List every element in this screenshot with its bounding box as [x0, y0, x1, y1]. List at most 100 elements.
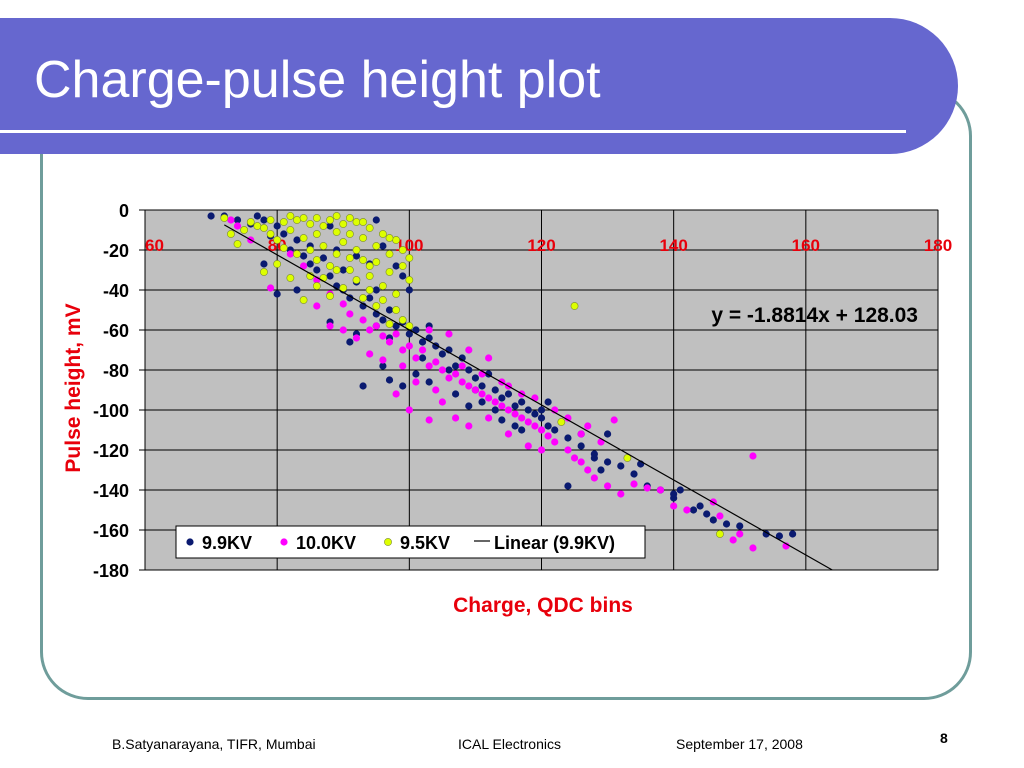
data-point	[709, 516, 717, 524]
data-point	[504, 390, 513, 398]
data-point	[359, 256, 367, 264]
data-point	[603, 430, 612, 438]
data-point	[339, 266, 347, 274]
data-point	[385, 250, 394, 258]
data-point	[603, 458, 612, 466]
data-point	[412, 354, 420, 362]
data-point	[352, 252, 361, 260]
data-point	[405, 406, 413, 414]
data-point	[326, 322, 334, 330]
legend-label: 9.9KV	[202, 533, 252, 553]
y-tick-label: -60	[103, 321, 129, 341]
data-point	[405, 330, 413, 338]
data-point	[326, 262, 334, 270]
data-point	[458, 362, 466, 370]
data-point	[564, 446, 572, 454]
data-point	[405, 286, 413, 294]
data-point	[722, 520, 731, 528]
data-point	[260, 216, 268, 224]
data-point	[300, 252, 308, 260]
data-point	[676, 486, 684, 494]
data-point	[432, 358, 440, 366]
y-tick-label: -180	[93, 561, 129, 581]
data-point	[379, 362, 387, 370]
data-point	[749, 544, 757, 552]
data-point	[392, 390, 400, 398]
data-point	[286, 274, 295, 282]
data-point	[485, 354, 493, 362]
data-point	[286, 226, 295, 234]
data-point	[313, 266, 321, 274]
data-point	[233, 240, 242, 248]
data-point	[339, 284, 348, 292]
y-tick-label: 0	[119, 201, 129, 221]
data-point	[465, 346, 473, 354]
data-point	[465, 366, 473, 374]
data-point	[345, 266, 354, 274]
data-point	[280, 230, 288, 238]
data-point	[227, 230, 235, 238]
data-point	[617, 462, 625, 470]
data-point	[703, 510, 711, 518]
data-point	[451, 390, 460, 398]
x-tick-label: 120	[527, 236, 555, 255]
data-point	[207, 212, 215, 220]
data-point	[551, 426, 559, 434]
data-point	[485, 414, 493, 422]
data-point	[544, 432, 552, 440]
data-point	[385, 268, 394, 276]
legend-marker	[384, 538, 392, 546]
data-point	[518, 398, 526, 406]
x-tick-label: 180	[924, 236, 952, 255]
data-point	[286, 250, 294, 258]
data-point	[465, 402, 473, 410]
data-point	[564, 482, 572, 490]
data-point	[365, 286, 374, 294]
data-point	[736, 522, 744, 530]
data-point	[399, 382, 407, 390]
data-point	[425, 416, 433, 424]
data-point	[590, 454, 598, 462]
data-point	[412, 378, 420, 386]
data-point	[438, 398, 446, 406]
data-point	[266, 230, 275, 238]
y-tick-label: -160	[93, 521, 129, 541]
data-point	[273, 222, 281, 230]
data-point	[504, 406, 513, 414]
data-point	[498, 394, 506, 402]
legend-marker	[280, 538, 288, 546]
data-point	[346, 338, 354, 346]
data-point	[511, 422, 519, 430]
data-point	[293, 216, 301, 224]
data-point	[365, 262, 374, 270]
data-point	[524, 406, 532, 414]
data-point	[425, 326, 433, 334]
data-point	[438, 366, 446, 374]
data-point	[286, 212, 295, 220]
data-point	[458, 378, 466, 386]
data-point	[299, 234, 308, 242]
data-point	[399, 272, 407, 280]
data-point	[279, 244, 288, 252]
data-point	[378, 282, 387, 290]
data-point	[689, 506, 698, 514]
data-point	[227, 216, 235, 224]
data-point	[405, 276, 414, 284]
data-point	[312, 256, 321, 264]
data-point	[359, 382, 367, 390]
data-point	[326, 222, 334, 230]
data-point	[537, 406, 546, 414]
data-point	[326, 292, 334, 300]
data-point	[471, 386, 480, 394]
data-point	[617, 490, 625, 498]
x-axis-title: Charge, QDC bins	[453, 594, 633, 617]
y-tick-label: -20	[103, 241, 129, 261]
legend-box	[175, 525, 646, 559]
data-point	[366, 294, 374, 302]
legend-marker	[186, 538, 194, 546]
data-point	[465, 382, 473, 390]
data-point	[352, 218, 361, 226]
legend-label: 10.0KV	[296, 533, 356, 553]
data-point	[445, 330, 453, 338]
data-point	[306, 246, 315, 254]
